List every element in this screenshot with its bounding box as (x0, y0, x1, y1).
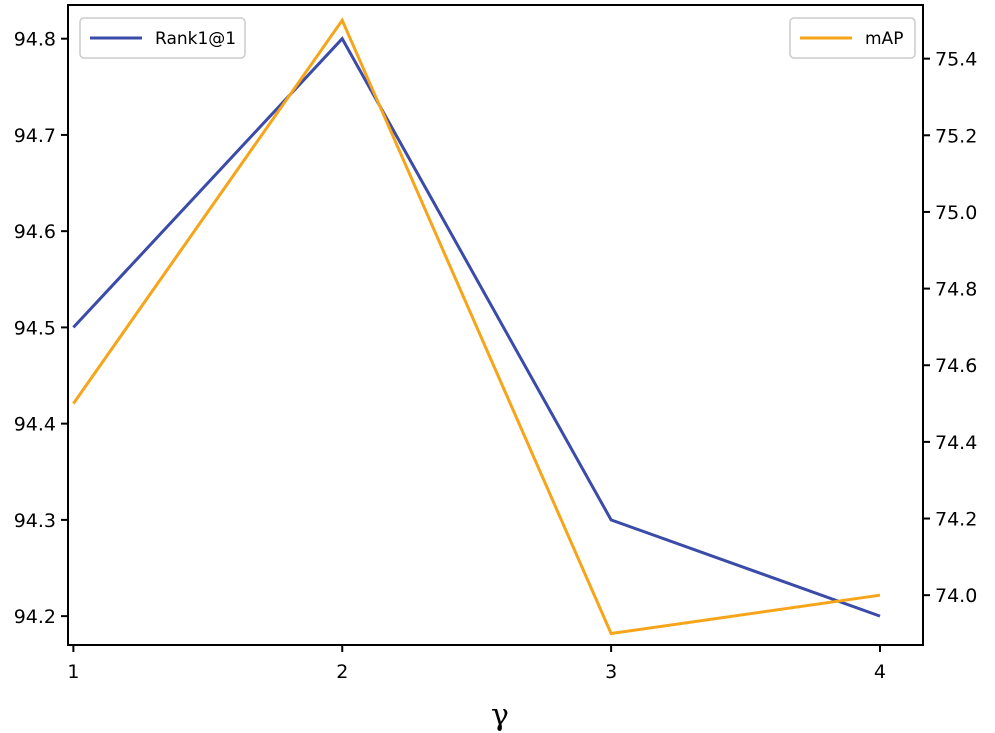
right-y-axis: 74.0 74.2 74.4 74.6 74.8 75.0 75.2 75.4 (923, 49, 977, 607)
plot-frame (67, 4, 924, 646)
left-y-tick-label: 94.5 (14, 317, 56, 339)
right-y-tick-label: 75.4 (935, 49, 977, 71)
right-y-tick-label: 74.0 (935, 585, 977, 607)
legend-map-label: mAP (865, 29, 903, 49)
left-y-tick-label: 94.7 (14, 125, 56, 147)
x-tick-label: 4 (874, 661, 886, 683)
legend-left-box (79, 17, 246, 59)
right-y-tick-label: 74.6 (935, 355, 977, 377)
x-tick-label: 2 (336, 661, 348, 683)
left-y-tick-label: 94.4 (14, 414, 56, 436)
series-line-rank1 (72, 36, 881, 618)
legend-rank1-label: Rank1@1 (155, 29, 236, 49)
left-y-tick-label: 94.6 (14, 221, 56, 243)
series-lines (72, 17, 881, 636)
right-y-tick-label: 74.8 (935, 279, 977, 301)
left-y-axis: 94.2 94.3 94.4 94.5 94.6 94.7 94.8 (14, 29, 68, 628)
right-y-tick-label: 75.2 (935, 125, 977, 147)
right-y-tick-label: 74.4 (935, 432, 977, 454)
left-y-tick-label: 94.8 (14, 29, 56, 51)
right-y-tick-label: 74.2 (935, 509, 977, 531)
legend-right-box (789, 17, 916, 59)
x-tick-label: 3 (605, 661, 617, 683)
legend-right: mAP (789, 17, 916, 59)
right-y-tick-label: 75.0 (935, 202, 977, 224)
left-y-tick-label: 94.2 (14, 606, 56, 628)
legend-left: Rank1@1 (79, 17, 246, 59)
x-tick-label: 1 (67, 661, 79, 683)
series-line-map (72, 17, 881, 636)
x-axis-label: γ (491, 698, 509, 733)
x-axis: 1 2 3 4 (67, 645, 886, 683)
left-y-tick-label: 94.3 (14, 510, 56, 532)
